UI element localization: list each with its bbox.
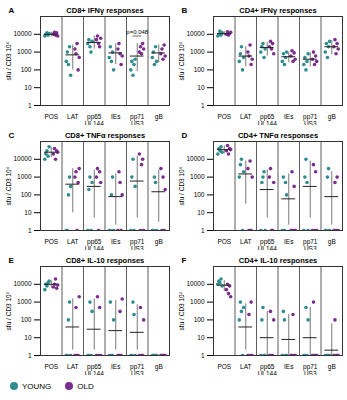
svg-text:1000: 1000: [17, 173, 32, 180]
html-text:OLD: OLD: [77, 381, 94, 391]
svg-text:gB: gB: [155, 113, 163, 121]
svg-text:E: E: [9, 256, 15, 265]
svg-text:pp71US3: pp71US3: [130, 238, 145, 250]
svg-text:1: 1: [201, 352, 205, 359]
svg-text:100: 100: [21, 191, 32, 198]
svg-text:10: 10: [24, 209, 32, 216]
html-text:YOUNG: YOUNG: [22, 381, 52, 391]
svg-text:LAT: LAT: [240, 113, 251, 120]
svg-text:pp65UL144: pp65UL144: [85, 238, 105, 250]
svg-text:CD4+ TNFα responses: CD4+ TNFα responses: [238, 131, 318, 140]
svg-text:1: 1: [28, 352, 32, 359]
svg-text:1: 1: [201, 227, 205, 234]
svg-text:10000: 10000: [13, 280, 31, 287]
svg-text:CD4+ IL-10 responses: CD4+ IL-10 responses: [239, 256, 318, 265]
svg-text:1000: 1000: [190, 173, 205, 180]
svg-text:CD8+ IFNγ responses: CD8+ IFNγ responses: [66, 6, 143, 15]
svg-text:POS: POS: [217, 363, 231, 370]
svg-text:LAT: LAT: [240, 363, 251, 370]
svg-text:IEs: IEs: [111, 363, 121, 370]
svg-text:sfu / CD3 10⁶: sfu / CD3 10⁶: [5, 166, 12, 205]
svg-text:10: 10: [197, 334, 205, 341]
svg-text:POS: POS: [44, 363, 58, 370]
svg-text:1: 1: [201, 102, 205, 109]
svg-text:10000: 10000: [186, 280, 204, 287]
svg-text:10000: 10000: [13, 30, 31, 37]
svg-text:IEs: IEs: [284, 113, 294, 120]
svg-text:p=0.048: p=0.048: [126, 29, 149, 35]
svg-text:pp65UL144: pp65UL144: [85, 113, 105, 125]
svg-text:sfu / CD3 10⁶: sfu / CD3 10⁶: [178, 41, 185, 80]
svg-text:sfu / CD3 10⁶: sfu / CD3 10⁶: [5, 291, 12, 330]
svg-text:100: 100: [194, 316, 205, 323]
svg-text:gB: gB: [155, 363, 163, 371]
svg-text:1000: 1000: [190, 298, 205, 305]
svg-text:1000: 1000: [17, 298, 32, 305]
svg-text:IEs: IEs: [284, 238, 294, 245]
svg-text:gB: gB: [328, 363, 336, 371]
svg-text:POS: POS: [44, 238, 58, 245]
svg-text:pp65UL144: pp65UL144: [258, 113, 278, 125]
svg-text:pp71US3: pp71US3: [303, 113, 318, 125]
svg-text:10: 10: [24, 334, 32, 341]
svg-text:POS: POS: [44, 113, 58, 120]
svg-text:F: F: [182, 256, 187, 265]
svg-text:pp65UL144: pp65UL144: [258, 238, 278, 250]
svg-text:CD8+ TNFα responses: CD8+ TNFα responses: [65, 131, 145, 140]
svg-text:pp65UL144: pp65UL144: [258, 363, 278, 375]
svg-text:CD8+ IL-10 responses: CD8+ IL-10 responses: [66, 256, 145, 265]
svg-text:1: 1: [28, 102, 32, 109]
svg-text:sfu / CD3 10⁶: sfu / CD3 10⁶: [178, 291, 185, 330]
svg-text:LAT: LAT: [67, 363, 78, 370]
svg-text:100: 100: [21, 66, 32, 73]
svg-text:10: 10: [24, 84, 32, 91]
svg-text:pp71US3: pp71US3: [303, 363, 318, 375]
svg-text:10000: 10000: [186, 155, 204, 162]
svg-text:10: 10: [197, 84, 205, 91]
svg-text:B: B: [182, 6, 188, 15]
svg-text:sfu / CD3 10⁶: sfu / CD3 10⁶: [5, 41, 12, 80]
svg-text:POS: POS: [217, 238, 231, 245]
svg-text:C: C: [9, 131, 15, 140]
svg-text:10: 10: [197, 209, 205, 216]
svg-text:gB: gB: [155, 238, 163, 246]
svg-text:LAT: LAT: [67, 238, 78, 245]
svg-text:pp65UL144: pp65UL144: [85, 363, 105, 375]
svg-text:1: 1: [28, 227, 32, 234]
svg-text:gB: gB: [328, 238, 336, 246]
svg-text:POS: POS: [217, 113, 231, 120]
svg-text:sfu / CD3 10⁶: sfu / CD3 10⁶: [178, 166, 185, 205]
svg-text:LAT: LAT: [67, 113, 78, 120]
svg-text:IEs: IEs: [284, 363, 294, 370]
svg-text:IEs: IEs: [111, 238, 121, 245]
svg-text:100: 100: [21, 316, 32, 323]
svg-text:IEs: IEs: [111, 113, 121, 120]
svg-text:1000: 1000: [17, 48, 32, 55]
svg-text:gB: gB: [328, 113, 336, 121]
svg-text:pp71US3: pp71US3: [130, 363, 145, 375]
svg-text:10000: 10000: [13, 155, 31, 162]
svg-text:pp71US3: pp71US3: [303, 238, 318, 250]
svg-text:100: 100: [194, 191, 205, 198]
svg-text:100: 100: [194, 66, 205, 73]
svg-text:A: A: [9, 6, 15, 15]
svg-text:CD4+ IFNγ responses: CD4+ IFNγ responses: [239, 6, 316, 15]
svg-text:D: D: [182, 131, 188, 140]
svg-text:LAT: LAT: [240, 238, 251, 245]
svg-text:pp71US3: pp71US3: [130, 113, 145, 125]
svg-text:10000: 10000: [186, 30, 204, 37]
svg-text:1000: 1000: [190, 48, 205, 55]
